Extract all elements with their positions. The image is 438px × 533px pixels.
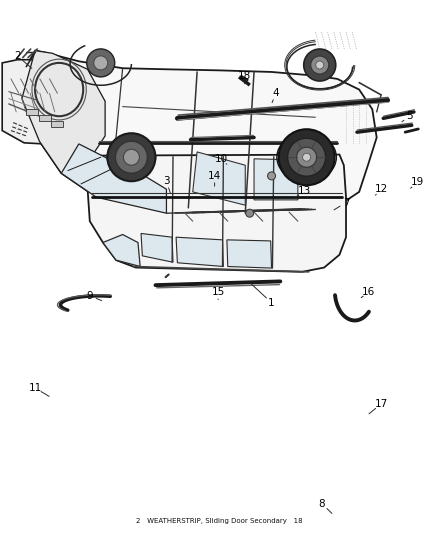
Circle shape <box>279 129 335 185</box>
Polygon shape <box>88 155 346 272</box>
Circle shape <box>124 149 139 165</box>
Circle shape <box>316 61 324 69</box>
Text: 1: 1 <box>268 298 275 308</box>
Circle shape <box>297 147 317 167</box>
Circle shape <box>94 56 108 70</box>
Circle shape <box>303 153 311 161</box>
Circle shape <box>107 133 155 181</box>
Polygon shape <box>103 235 140 266</box>
Text: 9: 9 <box>86 291 93 301</box>
Bar <box>39 115 50 121</box>
Text: 2: 2 <box>14 51 21 61</box>
Polygon shape <box>227 240 272 268</box>
Polygon shape <box>176 237 223 266</box>
Polygon shape <box>193 152 245 205</box>
Text: 3: 3 <box>163 176 170 186</box>
Bar <box>26 109 38 115</box>
Text: 17: 17 <box>374 399 388 409</box>
Polygon shape <box>22 51 105 173</box>
Text: 7: 7 <box>343 198 350 207</box>
Text: 8: 8 <box>318 499 325 508</box>
Circle shape <box>87 49 115 77</box>
Polygon shape <box>254 159 298 200</box>
Text: 19: 19 <box>410 177 424 187</box>
Polygon shape <box>2 60 94 144</box>
Text: 13: 13 <box>298 186 311 196</box>
Text: 10: 10 <box>215 154 228 164</box>
Polygon shape <box>61 144 166 213</box>
Text: 11: 11 <box>28 383 42 393</box>
Circle shape <box>115 141 148 173</box>
Text: 18: 18 <box>238 71 251 80</box>
Circle shape <box>304 49 336 81</box>
Text: 5: 5 <box>406 111 413 121</box>
Text: 2   WEATHERSTRIP, Sliding Door Secondary   18: 2 WEATHERSTRIP, Sliding Door Secondary 1… <box>136 518 302 524</box>
Circle shape <box>288 138 325 176</box>
Text: 16: 16 <box>362 287 375 297</box>
Text: 14: 14 <box>208 171 221 181</box>
Circle shape <box>268 172 276 180</box>
Circle shape <box>311 56 329 74</box>
Polygon shape <box>22 51 377 221</box>
Circle shape <box>246 209 254 217</box>
Text: 15: 15 <box>212 287 225 297</box>
Text: 4: 4 <box>272 88 279 98</box>
Polygon shape <box>141 233 173 262</box>
Text: 12: 12 <box>374 184 388 194</box>
Bar <box>51 122 63 127</box>
